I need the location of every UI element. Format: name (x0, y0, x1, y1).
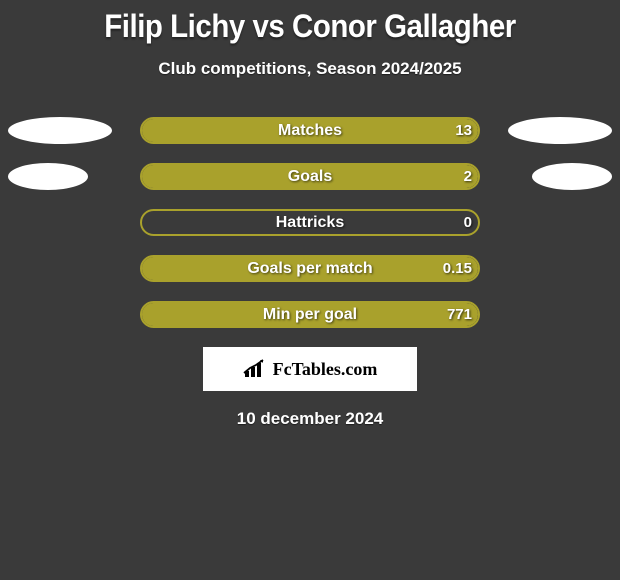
fill-right (142, 165, 478, 188)
stat-bar: Hattricks (140, 209, 480, 236)
stat-row: Goals2 (0, 163, 620, 190)
player1-ellipse (8, 163, 88, 190)
stat-row: Hattricks0 (0, 209, 620, 236)
stat-row: Min per goal771 (0, 301, 620, 328)
player1-ellipse (8, 117, 112, 144)
chart-icon (243, 359, 267, 379)
stat-row: Matches13 (0, 117, 620, 144)
stat-bar: Min per goal (140, 301, 480, 328)
stat-label: Hattricks (142, 211, 478, 234)
stat-value-right: 13 (455, 117, 472, 144)
stat-bar: Matches (140, 117, 480, 144)
branding-text: FcTables.com (273, 359, 378, 380)
fill-right (142, 303, 478, 326)
subtitle: Club competitions, Season 2024/2025 (0, 59, 620, 79)
stat-value-right: 0 (464, 209, 472, 236)
stat-value-right: 771 (447, 301, 472, 328)
stats-comparison-widget: Filip Lichy vs Conor Gallagher Club comp… (0, 0, 620, 429)
vs-separator: vs (252, 8, 284, 44)
fill-right (142, 257, 478, 280)
player1-name: Filip Lichy (104, 8, 245, 44)
stat-row: Goals per match0.15 (0, 255, 620, 282)
stat-bar: Goals (140, 163, 480, 190)
date-label: 10 december 2024 (0, 409, 620, 429)
stats-rows: Matches13 Goals2 Hattricks0 Goals per match… (0, 117, 620, 328)
player2-ellipse (508, 117, 612, 144)
stat-value-right: 0.15 (443, 255, 472, 282)
stat-value-right: 2 (464, 163, 472, 190)
branding-badge: FcTables.com (203, 347, 417, 391)
page-title: Filip Lichy vs Conor Gallagher (25, 8, 595, 45)
player2-name: Conor Gallagher (292, 8, 516, 44)
fill-right (142, 119, 478, 142)
player2-ellipse (532, 163, 612, 190)
stat-bar: Goals per match (140, 255, 480, 282)
